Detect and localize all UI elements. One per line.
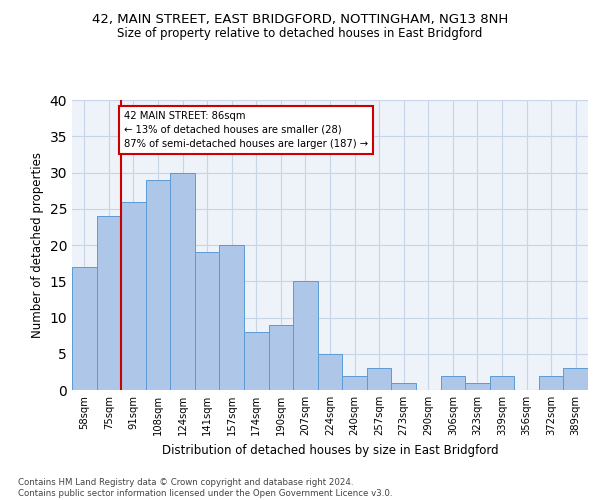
Bar <box>465 383 490 390</box>
Bar <box>97 216 121 390</box>
Bar <box>293 281 318 390</box>
Bar <box>391 383 416 390</box>
Bar <box>490 376 514 390</box>
Bar <box>195 252 220 390</box>
Text: 42 MAIN STREET: 86sqm
← 13% of detached houses are smaller (28)
87% of semi-deta: 42 MAIN STREET: 86sqm ← 13% of detached … <box>124 111 368 149</box>
Text: 42, MAIN STREET, EAST BRIDGFORD, NOTTINGHAM, NG13 8NH: 42, MAIN STREET, EAST BRIDGFORD, NOTTING… <box>92 12 508 26</box>
Y-axis label: Number of detached properties: Number of detached properties <box>31 152 44 338</box>
Bar <box>121 202 146 390</box>
Bar <box>220 245 244 390</box>
Bar <box>440 376 465 390</box>
Bar <box>170 172 195 390</box>
Bar <box>72 267 97 390</box>
Bar <box>563 368 588 390</box>
Bar <box>146 180 170 390</box>
Bar <box>244 332 269 390</box>
Bar <box>367 368 391 390</box>
X-axis label: Distribution of detached houses by size in East Bridgford: Distribution of detached houses by size … <box>161 444 499 456</box>
Bar <box>342 376 367 390</box>
Bar <box>269 325 293 390</box>
Text: Contains HM Land Registry data © Crown copyright and database right 2024.
Contai: Contains HM Land Registry data © Crown c… <box>18 478 392 498</box>
Text: Size of property relative to detached houses in East Bridgford: Size of property relative to detached ho… <box>118 28 482 40</box>
Bar <box>318 354 342 390</box>
Bar <box>539 376 563 390</box>
